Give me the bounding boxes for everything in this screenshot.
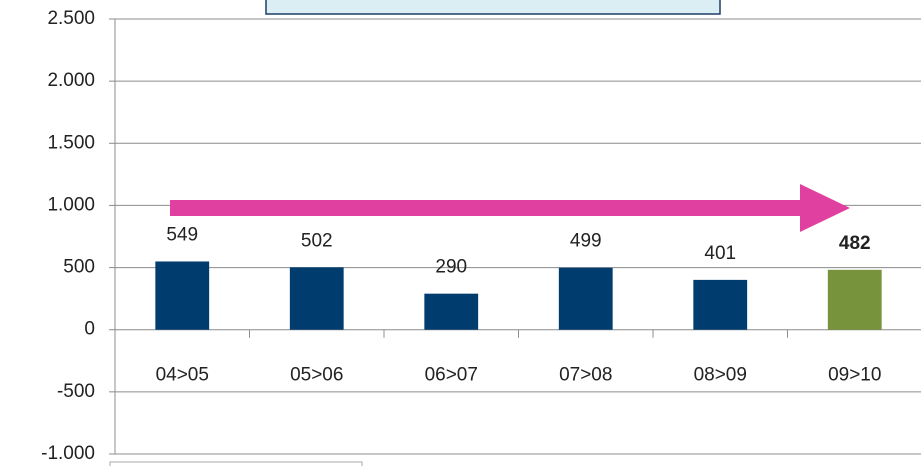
bar <box>424 293 479 330</box>
x-tick-label: 07>08 <box>559 365 612 386</box>
y-tick-label: 500 <box>63 257 95 278</box>
y-tick-label: -500 <box>57 381 95 402</box>
x-tick-label: 06>07 <box>425 365 478 386</box>
y-tick-label: 1.500 <box>47 132 95 153</box>
bar <box>155 261 210 330</box>
data-label: 401 <box>704 243 736 264</box>
data-label: 290 <box>435 257 467 278</box>
data-label: 549 <box>166 224 198 245</box>
x-tick-label: 09>10 <box>828 365 881 386</box>
data-label: 499 <box>570 231 602 252</box>
y-tick-label: -1.000 <box>41 443 95 464</box>
data-label: 482 <box>839 233 871 254</box>
y-tick-label: 2.500 <box>47 8 95 29</box>
y-tick-label: 2.000 <box>47 70 95 91</box>
bar <box>289 267 344 330</box>
x-tick-label: 04>05 <box>156 365 209 386</box>
data-label: 502 <box>301 230 333 251</box>
bar <box>558 267 613 330</box>
x-tick-label: 08>09 <box>694 365 747 386</box>
bar <box>693 279 748 330</box>
title-box <box>265 0 721 15</box>
arrow-head <box>800 184 850 232</box>
bar <box>827 269 882 330</box>
y-tick-label: 0 <box>84 319 95 340</box>
legend-box <box>109 461 363 466</box>
y-tick-label: 1.000 <box>47 194 95 215</box>
x-tick-label: 05>06 <box>290 365 343 386</box>
